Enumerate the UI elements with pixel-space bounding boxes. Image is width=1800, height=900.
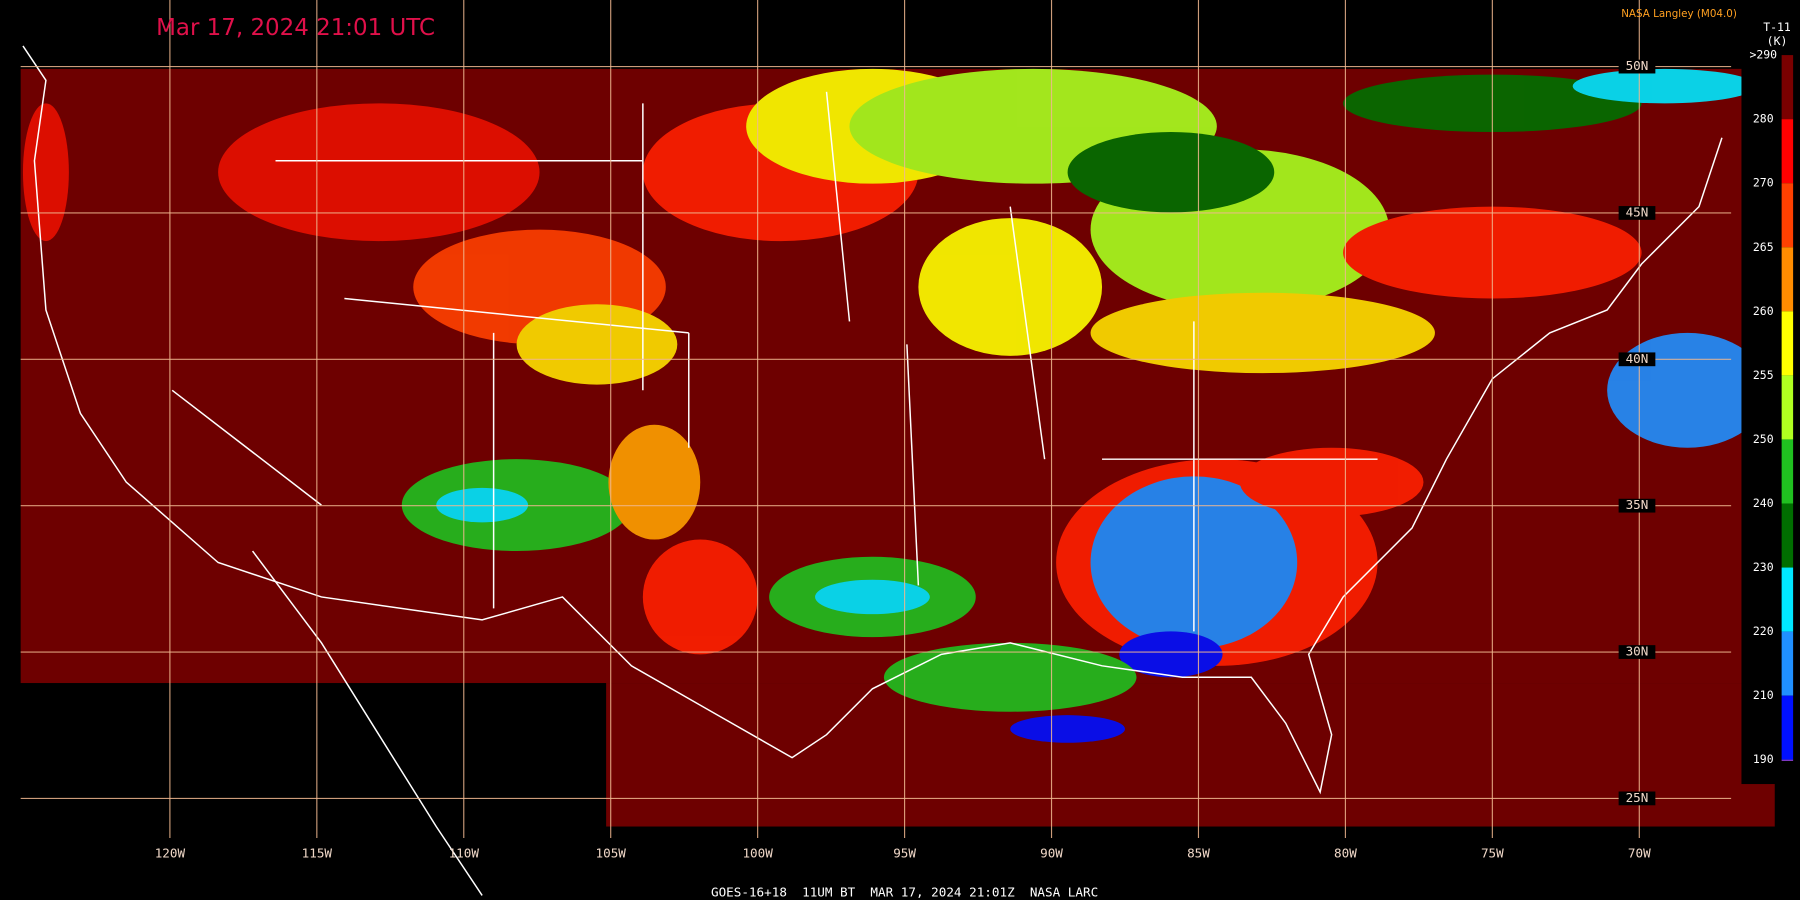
lon-label: 115W [302, 846, 333, 861]
colorbar-label: 190 [1753, 752, 1774, 766]
colorbar-segment [1781, 119, 1794, 184]
lon-label: 75W [1481, 846, 1504, 861]
lon-label: 90W [1040, 846, 1063, 861]
colorbar-segment [1781, 503, 1794, 568]
colorbar-unit: (K) [1767, 34, 1788, 48]
lon-label: 80W [1334, 846, 1357, 861]
timestamp: Mar 17, 2024 21:01 UTC [156, 15, 435, 41]
lon-label: 100W [742, 846, 773, 861]
lat-label-bg [1618, 645, 1656, 659]
colorbar-segment [1781, 375, 1794, 440]
lat-label-bg [1618, 791, 1656, 806]
colorbar-segment [1781, 759, 1794, 761]
colorbar-label: 270 [1753, 176, 1774, 190]
colorbar-label: 265 [1753, 240, 1774, 254]
colorbar-segment [1781, 567, 1794, 632]
colorbar-segment [1781, 631, 1794, 696]
colorbar-segment [1781, 55, 1794, 120]
colorbar-segment [1781, 695, 1794, 760]
colorbar-label: 230 [1753, 560, 1774, 574]
colorbar-segment [1781, 183, 1794, 248]
colorbar-label: 280 [1753, 112, 1774, 126]
colorbar-label: >290 [1749, 48, 1777, 62]
lat-label-bg [1618, 352, 1656, 367]
colorbar-label: 260 [1753, 304, 1774, 318]
footer: GOES-16+18 11UM BT MAR 17, 2024 21:01Z N… [711, 885, 1098, 900]
credit: NASA Langley (M04.0) [1621, 8, 1737, 20]
lat-label-bg [1618, 206, 1656, 220]
lat-label: 30N [1626, 644, 1649, 659]
lon-label: 85W [1187, 846, 1210, 861]
colorbar-segment [1781, 247, 1794, 312]
colorbar-label: 240 [1753, 496, 1774, 510]
colorbar-title: T-11 [1763, 20, 1791, 34]
graticule: 120W 115W 110W 105W 100W 95W 90W 85W 80W 75W 70W 50… [20, 0, 1732, 861]
imagery [20, 68, 1775, 827]
lat-label: 35N [1626, 497, 1649, 512]
lat-label-bg [1618, 498, 1656, 513]
colorbar-label: 255 [1753, 368, 1774, 382]
lon-label: 70W [1628, 846, 1651, 861]
lon-label: 120W [155, 846, 186, 861]
colorbar-label: 220 [1753, 624, 1774, 638]
colorbar: >290 280 270 265 260 255 250 240 230 220 210 190 [1741, 48, 1800, 785]
colorbar-label: 210 [1753, 688, 1774, 702]
lon-label: 105W [596, 846, 627, 861]
colorbar-segment [1781, 311, 1794, 376]
lat-label: 40N [1626, 351, 1649, 366]
coastlines [22, 45, 1723, 896]
lat-label-bg [1618, 59, 1656, 74]
lon-label: 95W [893, 846, 916, 861]
lon-label: 110W [449, 846, 480, 861]
colorbar-segment [1781, 439, 1794, 504]
colorbar-label: 250 [1753, 432, 1774, 446]
lat-label: 25N [1626, 790, 1649, 805]
lat-label: 45N [1626, 204, 1649, 219]
lat-label: 50N [1626, 58, 1649, 73]
